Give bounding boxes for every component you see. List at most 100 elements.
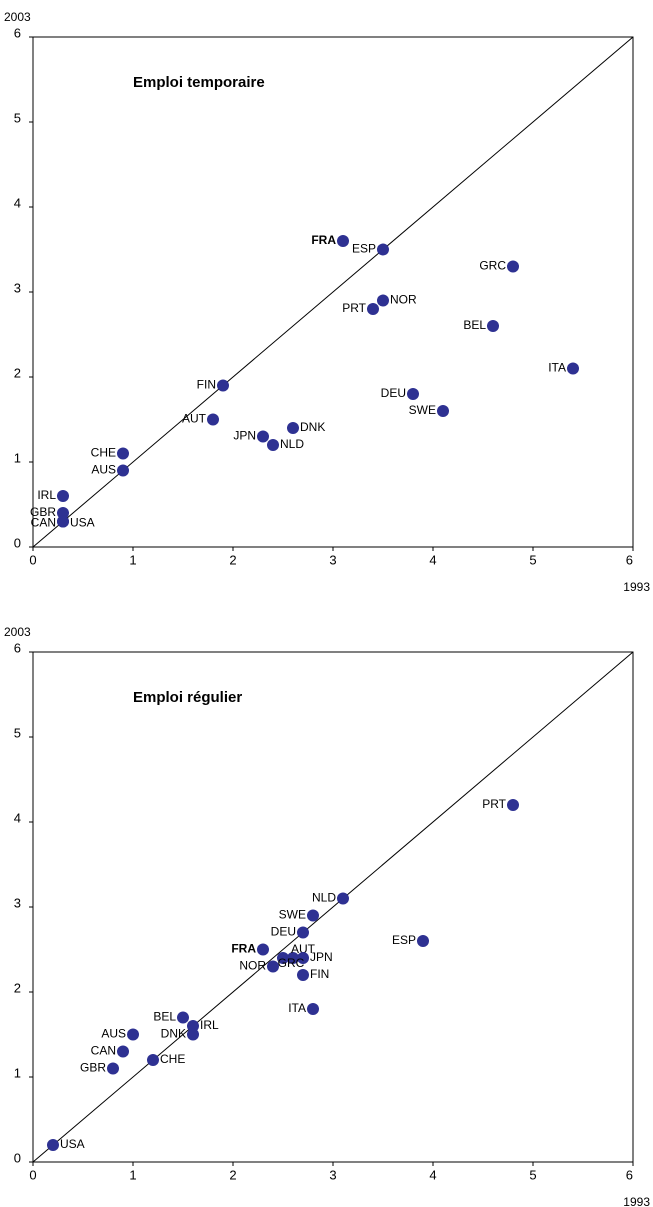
x-tick-label: 1 (129, 552, 136, 567)
point (287, 422, 299, 434)
point-label: DEU (271, 925, 296, 939)
point-label: FIN (197, 378, 216, 392)
point (307, 909, 319, 922)
x-tick-label: 1 (129, 1167, 136, 1182)
point-label: NOR (239, 959, 266, 973)
point-label: SWE (279, 908, 306, 922)
point (377, 294, 389, 307)
point-label: JPN (310, 950, 333, 964)
y-tick-label: 2 (14, 980, 21, 995)
point (47, 1139, 59, 1151)
point-label: GRC (278, 956, 305, 970)
point (507, 799, 519, 811)
point-label: DNK (161, 1027, 186, 1041)
x-tick-label: 2 (229, 1167, 236, 1182)
point (207, 413, 219, 426)
y-tick-label: 3 (14, 895, 21, 910)
point-label: FRA (231, 942, 256, 956)
point (377, 243, 389, 256)
x-tick-label: 0 (29, 552, 36, 567)
x-tick-label: 3 (329, 552, 336, 567)
y-tick-label: 0 (14, 535, 21, 550)
point (297, 926, 309, 939)
point (217, 379, 229, 392)
x-tick-label: 4 (429, 552, 436, 567)
point-label: PRT (482, 797, 506, 811)
point (267, 439, 279, 451)
y-tick-label: 4 (14, 195, 21, 210)
point (297, 969, 309, 981)
x-tick-label: 6 (626, 552, 633, 567)
point (187, 1020, 199, 1032)
point (567, 362, 579, 375)
chart-title: Emploi régulier (133, 689, 242, 706)
point-label: ESP (392, 933, 416, 947)
point (407, 388, 419, 400)
point-label: BEL (153, 1010, 176, 1024)
point-label: CHE (91, 446, 116, 460)
y-tick-label: 2 (14, 365, 21, 380)
y-tick-label: 5 (14, 725, 21, 740)
point-label: GBR (30, 505, 56, 519)
point (507, 260, 519, 273)
point-label: AUS (101, 1027, 126, 1041)
y-tick-label: 6 (14, 640, 21, 655)
point-label: DNK (300, 420, 325, 434)
point-label: IRL (200, 1018, 219, 1032)
point (117, 1045, 129, 1058)
y-axis-label: 2003 (4, 10, 31, 24)
point-label: PRT (342, 301, 366, 315)
point (297, 952, 309, 964)
y-axis-label: 2003 (4, 625, 31, 639)
point-label: FIN (310, 967, 329, 981)
point (417, 935, 429, 947)
point-label: FRA (311, 233, 336, 247)
point-label: GRC (479, 259, 506, 273)
x-tick-label: 0 (29, 1167, 36, 1182)
y-tick-label: 4 (14, 810, 21, 825)
point-label: AUT (182, 412, 207, 426)
point (117, 464, 129, 477)
point (57, 507, 69, 519)
x-axis-label: 1993 (623, 1195, 650, 1207)
point (147, 1054, 159, 1066)
point (277, 952, 289, 964)
point (117, 447, 129, 460)
point-label: BEL (463, 318, 486, 332)
x-tick-label: 5 (529, 1167, 536, 1182)
point (367, 303, 379, 315)
point-label: IRL (37, 488, 56, 502)
point (437, 405, 449, 417)
point (107, 1062, 119, 1075)
point-label: ITA (548, 361, 566, 375)
point (307, 1003, 319, 1015)
y-tick-label: 1 (14, 1065, 21, 1080)
point (177, 1011, 189, 1024)
point-label: NLD (312, 891, 336, 905)
x-tick-label: 2 (229, 552, 236, 567)
point (337, 892, 349, 905)
point-label: GBR (80, 1061, 106, 1075)
y-tick-label: 0 (14, 1150, 21, 1165)
point-label: CAN (91, 1044, 116, 1058)
point (127, 1028, 139, 1041)
point-label: USA (70, 516, 95, 530)
point-label: NOR (390, 293, 417, 307)
point (57, 515, 69, 528)
point (187, 1028, 199, 1041)
point-label: USA (60, 1137, 85, 1151)
point-label: DEU (381, 386, 406, 400)
point-label: AUT (291, 942, 316, 956)
chart-title: Emploi temporaire (133, 74, 265, 91)
point (257, 943, 269, 956)
x-tick-label: 5 (529, 552, 536, 567)
y-tick-label: 1 (14, 450, 21, 465)
point (287, 952, 299, 964)
point-label: ITA (288, 1001, 306, 1015)
point-label: NLD (280, 437, 304, 451)
y-tick-label: 3 (14, 280, 21, 295)
point (487, 320, 499, 332)
point-label: CAN (31, 516, 56, 530)
point-label: ESP (352, 242, 376, 256)
